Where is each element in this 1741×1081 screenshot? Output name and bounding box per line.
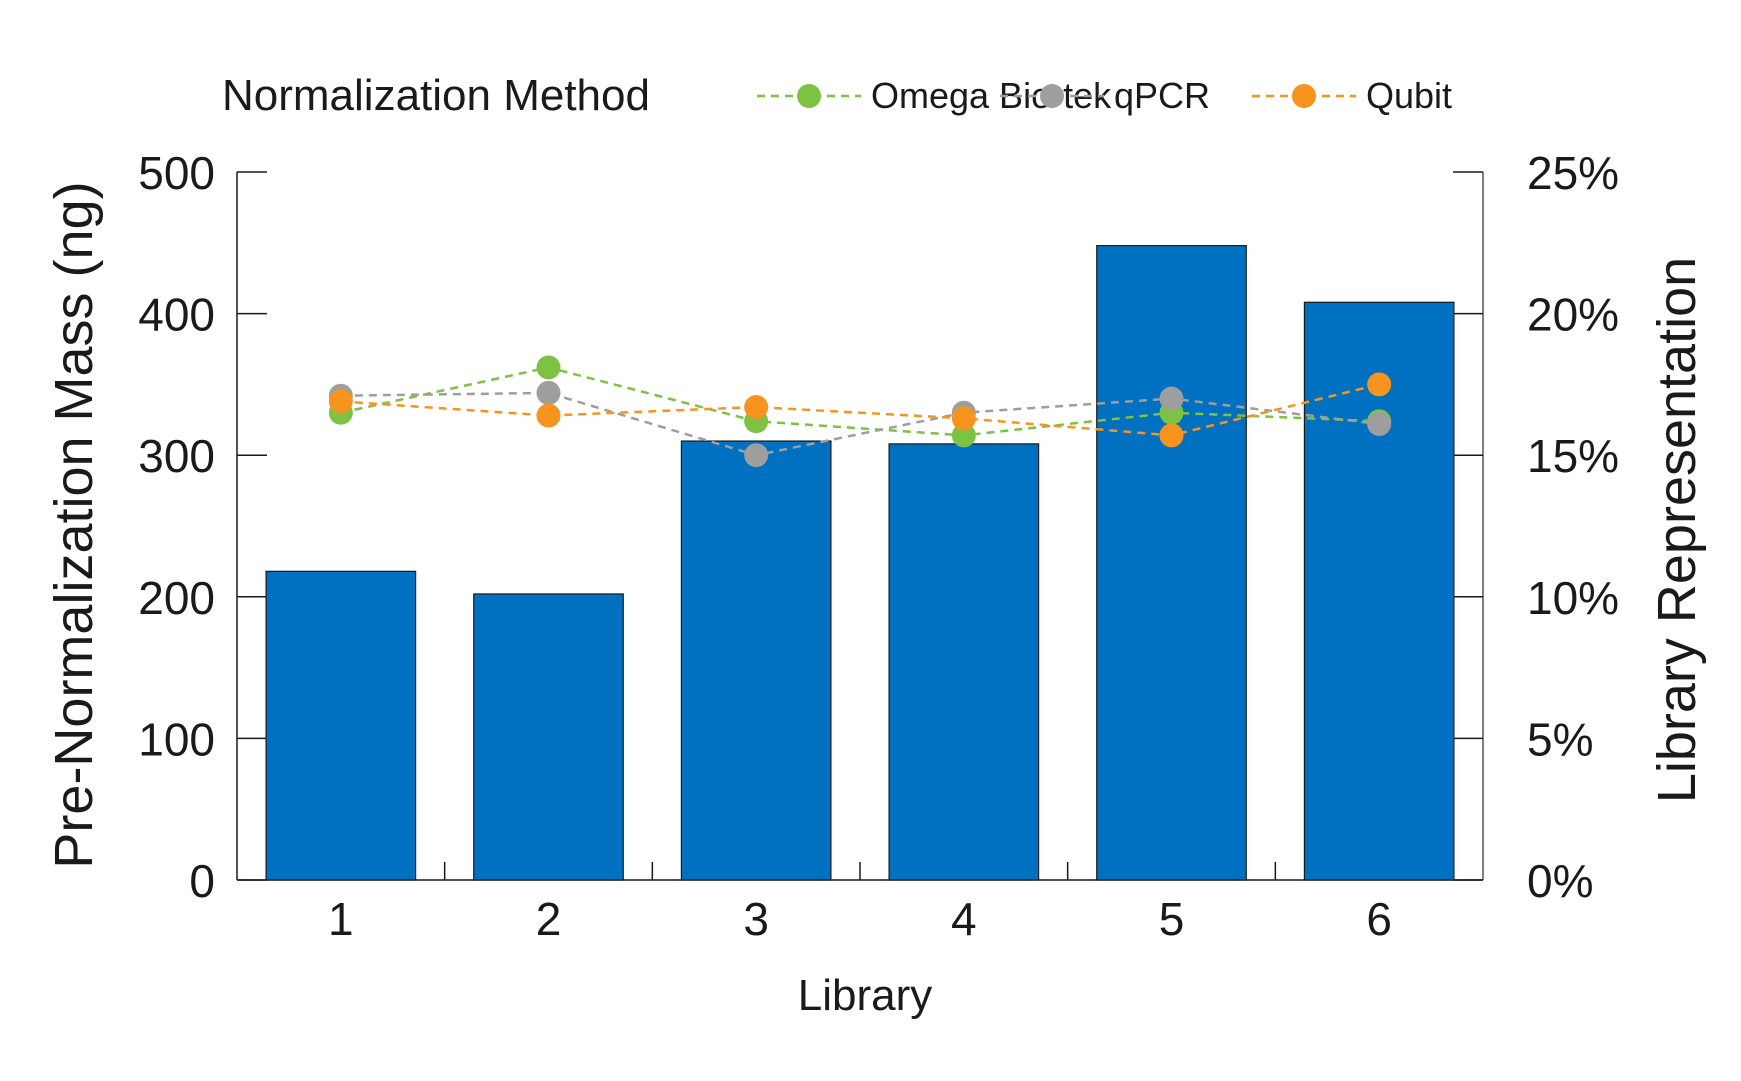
- legend-item-qubit: Qubit: [1252, 75, 1452, 116]
- y2-tick-label: 15%: [1527, 430, 1619, 482]
- bars: [265, 245, 1455, 881]
- y-tick-label: 100: [138, 713, 215, 765]
- x-tick-label: 5: [1159, 893, 1185, 945]
- y-tick-label: 300: [138, 430, 215, 482]
- series-line-qubit: [340, 383, 1380, 437]
- y-tick-label: 500: [138, 147, 215, 199]
- point-qpcr: [1367, 412, 1392, 437]
- x-axis-title: Library: [798, 971, 933, 1020]
- x-tick-label: 2: [536, 893, 562, 945]
- bar-library-2: [473, 593, 624, 881]
- legend-item-qpcr: qPCR: [1000, 75, 1210, 116]
- legend-label: qPCR: [1114, 75, 1210, 116]
- bar-library-6: [1303, 301, 1455, 881]
- legend-swatch-marker: [1292, 84, 1316, 108]
- legend-swatch-marker: [797, 84, 821, 108]
- y2-tick-label: 5%: [1527, 713, 1593, 765]
- x-tick-label: 3: [743, 893, 769, 945]
- point-qubit: [536, 403, 561, 428]
- y-tick-label: 0: [189, 855, 215, 907]
- point-qpcr: [536, 380, 561, 405]
- y2-tick-label: 0%: [1527, 855, 1593, 907]
- x-tick-label: 1: [328, 893, 354, 945]
- point-qubit: [328, 389, 353, 414]
- legend-label: Qubit: [1366, 75, 1452, 116]
- series-line-qpcr: [340, 391, 1380, 457]
- bar-library-1: [265, 570, 417, 881]
- legend-items: Omega Bio-tek qPCR Qubit: [757, 75, 1452, 116]
- point-qubit: [951, 406, 976, 431]
- legend: Normalization Method Omega Bio-tek qPCR Qu…: [222, 71, 1452, 120]
- point-qubit: [744, 395, 769, 420]
- point-omega-bio-tek: [951, 423, 976, 448]
- y2-tick-label: 10%: [1527, 572, 1619, 624]
- series: [328, 355, 1392, 468]
- x-tick-label: 6: [1366, 893, 1392, 945]
- y-tick-label: 200: [138, 572, 215, 624]
- y2-tick-label: 20%: [1527, 289, 1619, 341]
- y-tick-label: 400: [138, 289, 215, 341]
- y-axis-title: Pre-Normalization Mass (ng): [44, 181, 104, 868]
- axes: 0 100 200 300 400 500 0% 5% 10% 15% 20% 25% 1 2 3 4 5 6: [138, 147, 1619, 945]
- point-qpcr: [744, 443, 769, 468]
- point-qpcr: [1159, 386, 1184, 411]
- bar-library-4: [888, 443, 1040, 881]
- point-omega-bio-tek: [536, 355, 561, 380]
- legend-swatch-marker: [1040, 84, 1064, 108]
- bar-library-5: [1096, 245, 1247, 881]
- bar-library-3: [680, 440, 832, 881]
- y2-axis-title: Library Representation: [1647, 257, 1707, 803]
- point-qubit: [1367, 372, 1392, 397]
- y2-tick-label: 25%: [1527, 147, 1619, 199]
- point-qubit: [1159, 423, 1184, 448]
- x-tick-label: 4: [951, 893, 977, 945]
- legend-title: Normalization Method: [222, 71, 650, 120]
